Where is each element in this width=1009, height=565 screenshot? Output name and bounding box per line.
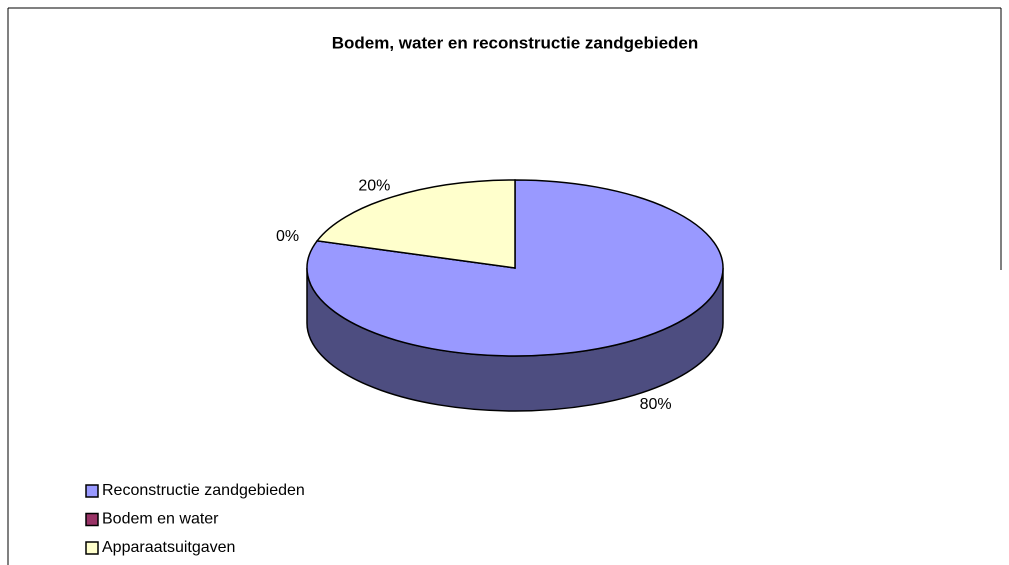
chart-title: Bodem, water en reconstructie zandgebied… <box>332 33 699 52</box>
legend-label: Reconstructie zandgebieden <box>102 482 305 499</box>
legend-label: Bodem en water <box>102 511 219 528</box>
legend-swatch <box>85 484 99 498</box>
legend-label: Apparaatsuitgaven <box>102 539 235 556</box>
data-label: 80% <box>640 396 672 413</box>
legend-swatch <box>85 512 99 527</box>
data-label: 0% <box>276 228 299 245</box>
pie-slice <box>315 179 516 269</box>
data-label: 20% <box>358 177 390 194</box>
legend-swatch <box>85 541 99 555</box>
